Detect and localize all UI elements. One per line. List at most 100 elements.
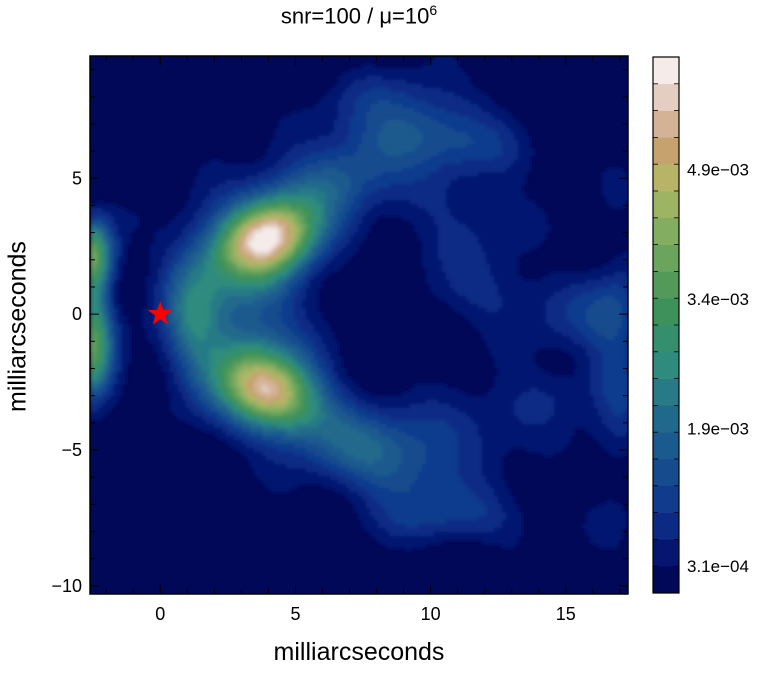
heatmap-cell xyxy=(302,236,307,241)
heatmap-cell xyxy=(418,72,423,77)
heatmap-cell xyxy=(534,228,539,233)
heatmap-cell xyxy=(178,264,183,269)
heatmap-cell xyxy=(578,316,583,321)
heatmap-cell xyxy=(98,276,103,281)
heatmap-cell xyxy=(494,272,499,277)
heatmap-cell xyxy=(378,124,383,129)
heatmap-cell xyxy=(522,316,527,321)
heatmap-cell xyxy=(186,236,191,241)
heatmap-cell xyxy=(306,292,311,297)
heatmap-cell xyxy=(286,200,291,205)
heatmap-cell xyxy=(510,228,515,233)
heatmap-cell xyxy=(334,148,339,153)
heatmap-cell xyxy=(326,264,331,269)
heatmap-cell xyxy=(394,196,399,201)
heatmap-cell xyxy=(310,276,315,281)
heatmap-cell xyxy=(530,204,535,209)
heatmap-cell xyxy=(170,236,175,241)
heatmap-cell xyxy=(286,152,291,157)
heatmap-cell xyxy=(454,272,459,277)
heatmap-cell xyxy=(446,64,451,69)
heatmap-cell xyxy=(318,224,323,229)
heatmap-cell xyxy=(530,292,535,297)
heatmap-cell xyxy=(390,76,395,81)
heatmap-cell xyxy=(278,188,283,193)
heatmap-cell xyxy=(294,232,299,237)
heatmap-cell xyxy=(386,88,391,93)
heatmap-cell xyxy=(530,216,535,221)
heatmap-cell xyxy=(390,140,395,145)
heatmap-cell xyxy=(474,284,479,289)
heatmap-cell xyxy=(198,312,203,317)
heatmap-cell xyxy=(490,208,495,213)
heatmap-cell xyxy=(214,292,219,297)
heatmap-cell xyxy=(354,224,359,229)
heatmap-cell xyxy=(218,276,223,281)
heatmap-cell xyxy=(610,300,615,305)
heatmap-cell xyxy=(110,300,115,305)
heatmap-cell xyxy=(362,128,367,133)
heatmap-cell xyxy=(410,136,415,141)
heatmap-cell xyxy=(214,184,219,189)
heatmap-cell xyxy=(398,196,403,201)
heatmap-cell xyxy=(314,116,319,121)
heatmap-cell xyxy=(238,320,243,325)
heatmap-cell xyxy=(218,260,223,265)
heatmap-cell xyxy=(610,264,615,269)
heatmap-cell xyxy=(186,300,191,305)
heatmap-cell xyxy=(478,228,483,233)
heatmap-cell xyxy=(362,120,367,125)
heatmap-cell xyxy=(438,116,443,121)
heatmap-cell xyxy=(282,164,287,169)
heatmap-cell xyxy=(206,184,211,189)
heatmap-cell xyxy=(542,292,547,297)
heatmap-cell xyxy=(514,260,519,265)
heatmap-cell xyxy=(418,136,423,141)
heatmap-cell xyxy=(230,212,235,217)
heatmap-cell xyxy=(358,176,363,181)
heatmap-cell xyxy=(346,112,351,117)
heatmap-cell xyxy=(118,276,123,281)
heatmap-cell xyxy=(466,236,471,241)
heatmap-cell xyxy=(286,304,291,309)
heatmap-cell xyxy=(370,216,375,221)
heatmap-cell xyxy=(474,220,479,225)
heatmap-cell xyxy=(286,232,291,237)
heatmap-cell xyxy=(434,128,439,133)
heatmap-cell xyxy=(378,148,383,153)
heatmap-cell xyxy=(438,172,443,177)
heatmap-cell xyxy=(94,256,99,261)
heatmap-cell xyxy=(430,204,435,209)
heatmap-cell xyxy=(354,232,359,237)
heatmap-cell xyxy=(282,268,287,273)
heatmap-cell xyxy=(354,88,359,93)
heatmap-cell xyxy=(122,224,127,229)
heatmap-cell xyxy=(366,172,371,177)
heatmap-cell xyxy=(482,256,487,261)
heatmap-cell xyxy=(178,236,183,241)
heatmap-cell xyxy=(606,268,611,273)
heatmap-cell xyxy=(514,120,519,125)
heatmap-cell xyxy=(210,168,215,173)
heatmap-cell xyxy=(458,244,463,249)
heatmap-cell xyxy=(334,136,339,141)
heatmap-cell xyxy=(306,120,311,125)
heatmap-cell xyxy=(194,188,199,193)
heatmap-cell xyxy=(306,296,311,301)
heatmap-cell xyxy=(262,240,267,245)
heatmap-cell xyxy=(374,68,379,73)
heatmap-cell xyxy=(222,292,227,297)
heatmap-cell xyxy=(462,228,467,233)
heatmap-cell xyxy=(470,272,475,277)
heatmap-cell xyxy=(502,244,507,249)
heatmap-cell xyxy=(290,160,295,165)
heatmap-cell xyxy=(246,248,251,253)
heatmap-cell xyxy=(606,172,611,177)
heatmap-cell xyxy=(318,216,323,221)
heatmap-cell xyxy=(510,264,515,269)
heatmap-cell xyxy=(334,192,339,197)
heatmap-cell xyxy=(186,260,191,265)
heatmap-cell xyxy=(462,308,467,313)
heatmap-cell xyxy=(446,104,451,109)
